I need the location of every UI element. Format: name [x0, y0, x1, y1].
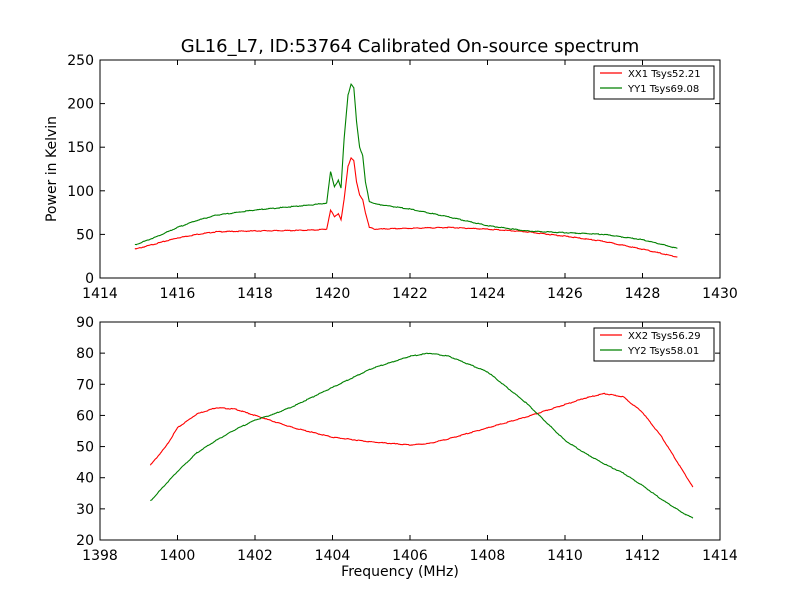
x-tick-label: 1422 [392, 286, 428, 302]
x-tick-label: 1416 [160, 286, 196, 302]
x-tick-label: 1408 [470, 548, 506, 564]
y-tick-label: 0 [85, 271, 94, 287]
y-tick-label: 200 [67, 97, 94, 113]
x-tick-label: 1414 [702, 548, 738, 564]
legend-box [593, 327, 715, 362]
y-tick-label: 20 [76, 533, 94, 549]
y-tick-label: 50 [76, 227, 94, 243]
y-tick-label: 150 [67, 140, 94, 156]
x-tick-label: 1410 [547, 548, 583, 564]
y-tick-label: 30 [76, 502, 94, 518]
plot-panel-1: 1414 1416 1418 1420 1422 1424 1426 1428 1430 0 50 1… [44, 53, 738, 302]
x-tick-label: 1430 [702, 286, 738, 302]
y-tick-label: 40 [76, 471, 94, 487]
x-tick-label: 1402 [237, 548, 273, 564]
y-tick-label: 90 [76, 315, 94, 331]
x-tick-label: 1418 [237, 286, 273, 302]
x-tick-label: 1412 [625, 548, 661, 564]
x-tick-label: 1426 [547, 286, 583, 302]
x-tick-label: 1428 [625, 286, 661, 302]
legend-entry: XX2 Tsys56.29 [628, 331, 701, 342]
legend-entry: YY2 Tsys58.01 [627, 346, 699, 357]
y-tick-label: 250 [67, 53, 94, 69]
series-line-1-1 [134, 156, 678, 258]
y-tick-label: 60 [76, 408, 94, 424]
y-tick-label: 80 [76, 346, 94, 362]
legend-1: XX1 Tsys52.21 YY1 Tsys69.08 [593, 65, 715, 100]
legend-entry: XX1 Tsys52.21 [628, 69, 701, 80]
x-tick-label: 1406 [392, 548, 428, 564]
plots-layer: 1414 1416 1418 1420 1422 1424 1426 1428 14300501… [44, 53, 738, 580]
chart-title: GL16_L7, ID:53764 Calibrated On-source s… [181, 36, 640, 57]
legend-box [593, 65, 715, 100]
series-line-2-1 [149, 392, 694, 488]
x-tick-label: 1404 [315, 548, 351, 564]
x-tick-label: 1424 [470, 286, 506, 302]
x-tick-label: 1400 [160, 548, 196, 564]
x-axis-label: Frequency (MHz) [341, 564, 459, 580]
legend-2: XX2 Tsys56.29 YY2 Tsys58.01 [593, 327, 715, 362]
y-tick-label: 100 [67, 184, 94, 200]
series-line-2-2 [150, 352, 694, 519]
plot-panel-2: 1398 1400 1402 1404 1406 1408 1410 1412 1414 20 30… [76, 315, 738, 580]
x-tick-label: 1420 [315, 286, 351, 302]
x-tick-label: 1414 [82, 286, 118, 302]
y-tick-label: 70 [76, 377, 94, 393]
y-tick-label: 50 [76, 440, 94, 456]
y-axis-label: Power in Kelvin [44, 116, 60, 222]
legend-entry: YY1 Tsys69.08 [627, 84, 699, 95]
series-line-1-2 [134, 83, 678, 249]
x-tick-label: 1398 [82, 548, 118, 564]
